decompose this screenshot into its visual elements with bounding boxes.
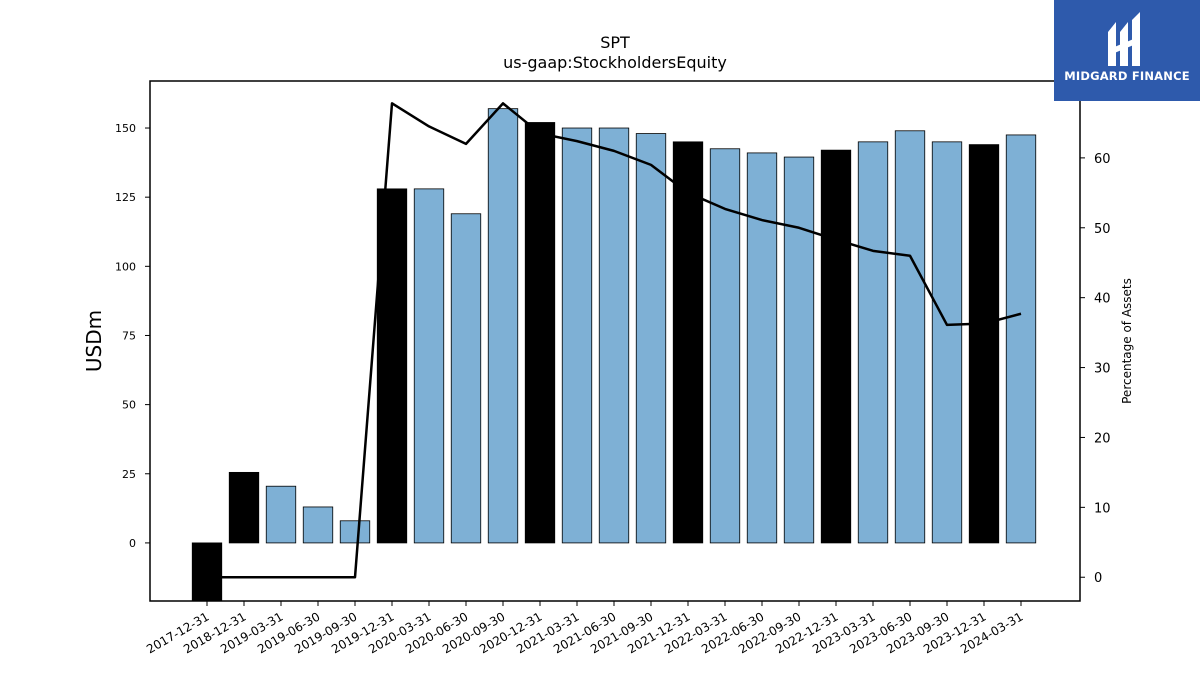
bar-2019-12-31 (376, 188, 408, 544)
bar-2017-12-31 (191, 542, 223, 602)
x-axis: 2017-12-312018-12-312019-03-312019-06-30… (144, 601, 1026, 656)
plot-frame (149, 80, 1081, 602)
y2-axis-label: Percentage of Assets (1120, 278, 1134, 404)
bar-2024-03-31 (1005, 134, 1037, 544)
y2-tick-label: 20 (1094, 431, 1111, 446)
bar-2022-12-31 (820, 149, 852, 544)
y-tick-label: 25 (122, 468, 136, 481)
bar-2023-06-30 (894, 130, 926, 544)
bar-2023-03-31 (857, 141, 889, 544)
y-tick-label: 75 (122, 329, 136, 342)
chart-title: SPT (600, 33, 630, 52)
bar-2019-09-30 (339, 520, 371, 544)
bar-2022-06-30 (746, 152, 778, 544)
y-axis-left: 0 25 50 75 100 125 150 (115, 122, 150, 550)
bar-2020-03-31 (413, 188, 445, 544)
bar-2020-06-30 (450, 213, 482, 544)
line-group (207, 102, 1022, 579)
brand-logo: MIDGARD FINANCE (1054, 0, 1200, 101)
y2-tick-label: 30 (1094, 362, 1111, 377)
y-tick-label: 100 (115, 260, 136, 273)
y2-tick-label: 40 (1094, 292, 1111, 307)
bar-2019-06-30 (302, 506, 334, 544)
bar-2020-09-30 (487, 108, 519, 544)
y-axis-label: USDm (82, 310, 106, 372)
y-tick-label: 0 (129, 537, 136, 550)
bar-2021-03-31 (561, 127, 593, 544)
y2-tick-label: 60 (1094, 152, 1111, 167)
bar-2020-12-31 (524, 122, 556, 544)
bar-2021-06-30 (598, 127, 630, 544)
bar-2022-09-30 (783, 156, 815, 544)
bar-2019-03-31 (265, 485, 297, 544)
bar-2023-09-30 (931, 141, 963, 544)
y-tick-label: 125 (115, 191, 136, 204)
logo-mark-icon (1108, 12, 1140, 66)
bar-2021-09-30 (635, 133, 667, 544)
bar-2018-12-31 (228, 471, 260, 544)
logo-text: MIDGARD FINANCE (1064, 69, 1190, 83)
y2-tick-label: 0 (1094, 571, 1102, 586)
percentage-line (207, 102, 1022, 579)
bars-group (191, 108, 1037, 602)
y-tick-label: 50 (122, 399, 136, 412)
y-axis-right: 0 10 20 30 40 50 60 (1080, 152, 1111, 586)
bar-2021-12-31 (672, 141, 704, 544)
y-tick-label: 150 (115, 122, 136, 135)
y2-tick-label: 50 (1094, 222, 1111, 237)
bar-2022-03-31 (709, 148, 741, 544)
bar-2023-12-31 (968, 144, 1000, 544)
y2-tick-label: 10 (1094, 501, 1111, 516)
chart-subtitle: us-gaap:StockholdersEquity (503, 53, 727, 72)
